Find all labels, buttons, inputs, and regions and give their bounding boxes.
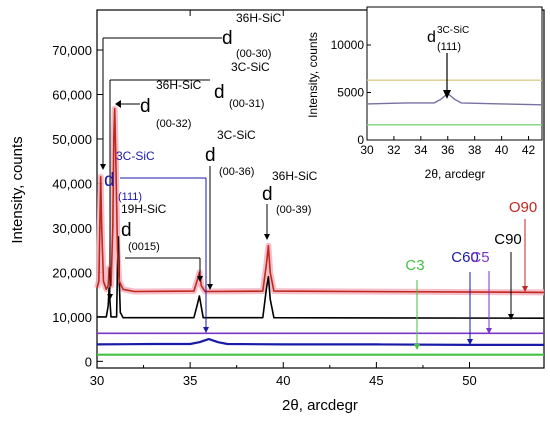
- y-tick-label: 20,000: [52, 265, 92, 280]
- inset-plot-frame: [366, 6, 543, 141]
- series-name-arrow-head: [467, 339, 473, 345]
- inset-x-tick-label: 36: [441, 143, 455, 157]
- arrow-00-31-head: [107, 294, 113, 300]
- inset-annotation-hkl: (111): [437, 41, 461, 53]
- arrow-0015-head: [197, 276, 203, 282]
- annotation-d: d: [262, 184, 273, 205]
- inset-arrow-head: [443, 90, 451, 99]
- annotation-phase: 19H-SiC: [121, 202, 167, 216]
- inset-annotation-phase: 3C-SiC: [437, 25, 469, 36]
- arrow-00-32-head: [115, 100, 121, 108]
- inset-y-tick-label: 10000: [331, 38, 365, 52]
- series-name-arrow-head: [522, 286, 528, 292]
- x-tick-label: 35: [183, 373, 197, 388]
- inset-x-tick-label: 40: [495, 143, 509, 157]
- main-x-axis-title: 2θ, arcdegr: [282, 397, 358, 414]
- arrow-00-36-head: [207, 284, 213, 290]
- series-name-label: O90: [509, 199, 537, 216]
- annotation-phase: 3C-SiC: [116, 149, 155, 163]
- series-name-arrow-head: [486, 328, 492, 334]
- inset-x-tick-label: 30: [360, 143, 374, 157]
- arrow-111-head: [203, 327, 209, 333]
- y-tick-label: 60,000: [52, 87, 92, 102]
- series-name-arrow-head: [414, 344, 420, 350]
- arrow-00-39-head: [264, 234, 270, 240]
- annotation-hkl: (00-39): [276, 204, 311, 216]
- inset-x-axis-title: 2θ, arcdegr: [425, 167, 486, 181]
- annotation-hkl: (00-32): [156, 118, 191, 130]
- inset-x-tick-label: 42: [522, 143, 536, 157]
- annotation-phase: 3C-SiC: [231, 60, 270, 74]
- series-name-arrow-head: [508, 314, 514, 320]
- annotation-d: d: [205, 145, 216, 166]
- inset-x-tick-label: 32: [387, 143, 401, 157]
- inset-x-tick-label: 38: [468, 143, 482, 157]
- annotation-d: d: [121, 220, 132, 241]
- series-name-label: C90: [494, 231, 522, 248]
- annotation-d: d: [140, 96, 151, 117]
- annotation-hkl: (111): [118, 191, 142, 203]
- main-plot-frame: [96, 9, 545, 369]
- annotation-d: d: [222, 28, 233, 49]
- annotation-hkl: (00-36): [219, 166, 254, 178]
- series-line-c60: [96, 338, 544, 346]
- x-tick-label: 30: [90, 373, 104, 388]
- y-tick-label: 40,000: [52, 176, 92, 191]
- y-tick-label: 0: [85, 354, 92, 369]
- inset-annotation-d: d: [427, 29, 436, 46]
- x-tick-label: 50: [462, 373, 476, 388]
- annotation-hkl: (00-31): [229, 98, 264, 110]
- arrow-00-30-head: [100, 164, 106, 170]
- annotation-phase: 36H-SiC: [236, 11, 282, 25]
- inset-y-axis-title: Intensity, counts: [306, 32, 320, 118]
- annotation-phase: 36H-SiC: [272, 169, 318, 183]
- annotation-phase: 3C-SiC: [217, 128, 256, 142]
- y-tick-label: 70,000: [52, 43, 92, 58]
- x-tick-label: 40: [276, 373, 290, 388]
- y-tick-label: 10,000: [52, 310, 92, 325]
- annotation-d: d: [104, 170, 115, 191]
- annotation-hkl: (0015): [128, 241, 160, 253]
- y-tick-label: 30,000: [52, 221, 92, 236]
- annotation-d: d: [214, 82, 225, 103]
- annotation-phase: 36H-SiC: [156, 78, 202, 92]
- series-name-label: C3: [405, 257, 424, 274]
- inset-x-tick-label: 34: [414, 143, 428, 157]
- y-tick-label: 50,000: [52, 132, 92, 147]
- series-name-label: C5: [470, 249, 489, 266]
- annotation-hkl: (00-30): [236, 48, 271, 60]
- inset-y-tick-label: 0: [357, 133, 364, 147]
- x-tick-label: 45: [369, 373, 383, 388]
- series-line-o90: [96, 107, 545, 294]
- inset-y-tick-label: 5000: [337, 86, 364, 100]
- series-name-label: C60: [451, 249, 479, 266]
- main-y-axis-title: Intensity, counts: [9, 136, 26, 243]
